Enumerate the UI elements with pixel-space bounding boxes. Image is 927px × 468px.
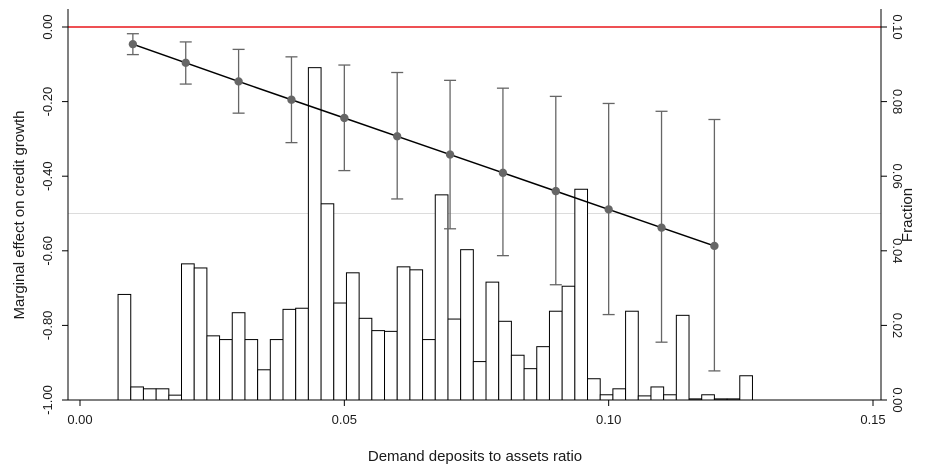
x-tick-label-2: 0.10 [596, 412, 621, 427]
x-tick-label-0: 0.00 [67, 412, 92, 427]
histogram-bar-17 [333, 302, 347, 401]
y-tick-label-5: -1.00 [40, 385, 55, 415]
axes [62, 9, 887, 406]
histogram-bar-16 [320, 203, 335, 401]
histogram-bar-18 [345, 272, 360, 401]
histogram-bar-10 [244, 339, 259, 401]
histogram-bar-31 [510, 354, 525, 401]
histogram-bar-34 [548, 310, 563, 401]
marginal-effect-points [128, 39, 719, 251]
estimate-point-3 [287, 95, 296, 104]
histogram-bar-43 [663, 394, 677, 401]
estimate-point-8 [551, 186, 560, 196]
histogram-bar-27 [460, 249, 474, 401]
histogram-bar-49 [739, 375, 753, 401]
y-axis-title: Marginal effect on credit growth [11, 111, 28, 320]
histogram-bar-32 [523, 368, 538, 401]
estimate-point-7 [498, 168, 508, 178]
histogram-bar-26 [447, 318, 462, 401]
histogram-bar-11 [257, 369, 271, 401]
histogram-bar-35 [561, 285, 576, 401]
y-tick-label-4: -0.80 [40, 311, 55, 341]
histogram-bar-4 [168, 394, 183, 401]
histogram-bar-5 [181, 263, 195, 401]
histogram-bar-0 [117, 293, 132, 401]
x-tick-label-3: 0.15 [860, 412, 885, 427]
y2-tick-label-2: 0.04 [890, 238, 905, 263]
estimate-point-1 [181, 58, 190, 68]
histogram-bar-29 [485, 281, 500, 401]
histogram-bar-25 [434, 194, 449, 401]
histogram-bar-30 [498, 320, 512, 401]
histogram-bar-1 [130, 386, 144, 401]
x-tick-label-1: 0.05 [332, 412, 357, 427]
y2-axis-title: Fraction [899, 188, 916, 242]
estimate-point-4 [340, 113, 349, 123]
y2-tick-label-1: 0.02 [890, 313, 905, 338]
histogram-bar-36 [574, 188, 589, 401]
estimate-point-2 [234, 77, 243, 86]
histogram-bar-9 [231, 312, 246, 401]
histogram-bar-21 [384, 330, 398, 401]
marginal-effect-line [132, 43, 715, 247]
histogram-bar-46 [701, 394, 715, 401]
histogram-bar-24 [422, 339, 436, 401]
histogram-bar-12 [269, 339, 284, 401]
estimate-point-11 [710, 241, 719, 251]
histogram-bar-40 [625, 310, 639, 401]
histogram-bar-37 [587, 378, 601, 401]
estimate-point-6 [445, 150, 455, 159]
histogram-bar-14 [295, 307, 309, 401]
histogram-bar-6 [193, 267, 208, 401]
histogram-bar-38 [599, 394, 614, 401]
histogram-bar-44 [675, 314, 690, 401]
histogram-bar-20 [371, 330, 386, 401]
histogram-bar-7 [206, 335, 221, 401]
estimate-point-5 [393, 132, 402, 141]
histogram-bar-42 [650, 386, 665, 401]
histogram-bar-15 [307, 67, 322, 401]
histogram-bar-33 [536, 346, 550, 401]
histogram-bar-22 [396, 266, 411, 401]
histogram-bar-41 [637, 395, 652, 401]
histogram-bar-8 [219, 339, 233, 401]
y2-tick-label-3: 0.06 [890, 164, 905, 189]
histogram-bar-3 [155, 388, 170, 401]
y-tick-label-1: -0.20 [40, 87, 55, 117]
estimate-point-9 [604, 205, 613, 214]
y2-tick-label-0: 0.00 [890, 387, 905, 412]
histogram-bar-13 [282, 308, 297, 401]
estimate-point-10 [657, 223, 666, 232]
histogram-bar-19 [358, 317, 373, 401]
y-tick-label-0: 0.00 [40, 14, 55, 39]
y2-tick-label-4: 0.08 [890, 89, 905, 114]
histogram-bars [117, 67, 753, 401]
histogram-bar-39 [612, 388, 627, 401]
tick-labels: 0.00 0.05 0.10 0.15 0.00 -0.20 -0.40 -0.60 -0.80… [40, 14, 905, 427]
y-tick-label-2: -0.40 [40, 161, 55, 191]
y2-tick-label-5: 0.10 [890, 14, 905, 39]
estimate-point-0 [128, 39, 138, 49]
histogram-bar-2 [142, 388, 157, 401]
x-axis-title: Demand deposits to assets ratio [368, 448, 582, 465]
histogram-bar-23 [409, 269, 424, 401]
y-tick-label-3: -0.60 [40, 236, 55, 266]
histogram-bar-28 [472, 361, 487, 401]
